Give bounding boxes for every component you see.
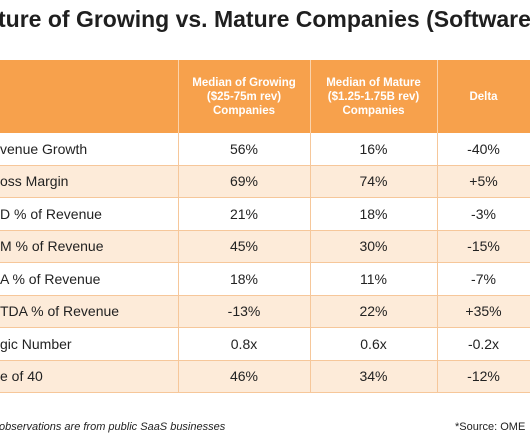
table-row: D % of Revenue 21% 18% -3% [0,197,530,231]
value-cell: -15% [437,230,530,263]
value-cell: 0.6x [310,327,438,361]
table-body: venue Growth 56% 16% -40% oss Margin 69% 74% +5… [0,133,530,393]
header-cell: Median of Mature ($1.25-1.75B rev) Compa… [310,60,438,133]
table-row: TDA % of Revenue -13% 22% +35% [0,295,530,328]
value-cell: 69% [178,165,311,198]
value-cell: 0.8x [178,327,311,361]
value-cell: -12% [437,360,530,393]
footnote: observations are from public SaaS busine… [0,421,226,433]
table-row: oss Margin 69% 74% +5% [0,165,530,198]
row-label: M % of Revenue [0,230,179,263]
value-cell: -13% [178,295,311,328]
row-label: venue Growth [0,133,179,166]
header-row: Median of Growing ($25-75m rev) Companie… [0,60,530,133]
table-row: A % of Revenue 18% 11% -7% [0,262,530,296]
row-label: gic Number [0,327,179,361]
row-label: A % of Revenue [0,262,179,296]
value-cell: 11% [310,262,438,296]
title: ture of Growing vs. Mature Companies (So… [0,6,530,32]
table-row: gic Number 0.8x 0.6x -0.2x [0,327,530,361]
value-cell: 46% [178,360,311,393]
value-cell: 45% [178,230,311,263]
row-label: e of 40 [0,360,179,393]
value-cell: 16% [310,133,438,166]
table-row: M % of Revenue 45% 30% -15% [0,230,530,263]
source: *Source: OME [455,421,526,433]
header-cell: Delta [437,60,530,133]
table-row: venue Growth 56% 16% -40% [0,133,530,166]
value-cell: +35% [437,295,530,328]
value-cell: -7% [437,262,530,296]
header-cell: Median of Growing ($25-75m rev) Companie… [178,60,311,133]
value-cell: 18% [310,197,438,231]
row-label: oss Margin [0,165,179,198]
value-cell: 30% [310,230,438,263]
value-cell: 56% [178,133,311,166]
table-row: e of 40 46% 34% -12% [0,360,530,393]
value-cell: 74% [310,165,438,198]
value-cell: +5% [437,165,530,198]
value-cell: -40% [437,133,530,166]
value-cell: 22% [310,295,438,328]
row-label: TDA % of Revenue [0,295,179,328]
row-label: D % of Revenue [0,197,179,231]
value-cell: -3% [437,197,530,231]
value-cell: 18% [178,262,311,296]
value-cell: 21% [178,197,311,231]
value-cell: -0.2x [437,327,530,361]
comparison-table: Median of Growing ($25-75m rev) Companie… [0,60,530,393]
value-cell: 34% [310,360,438,393]
header-cell [0,60,179,133]
